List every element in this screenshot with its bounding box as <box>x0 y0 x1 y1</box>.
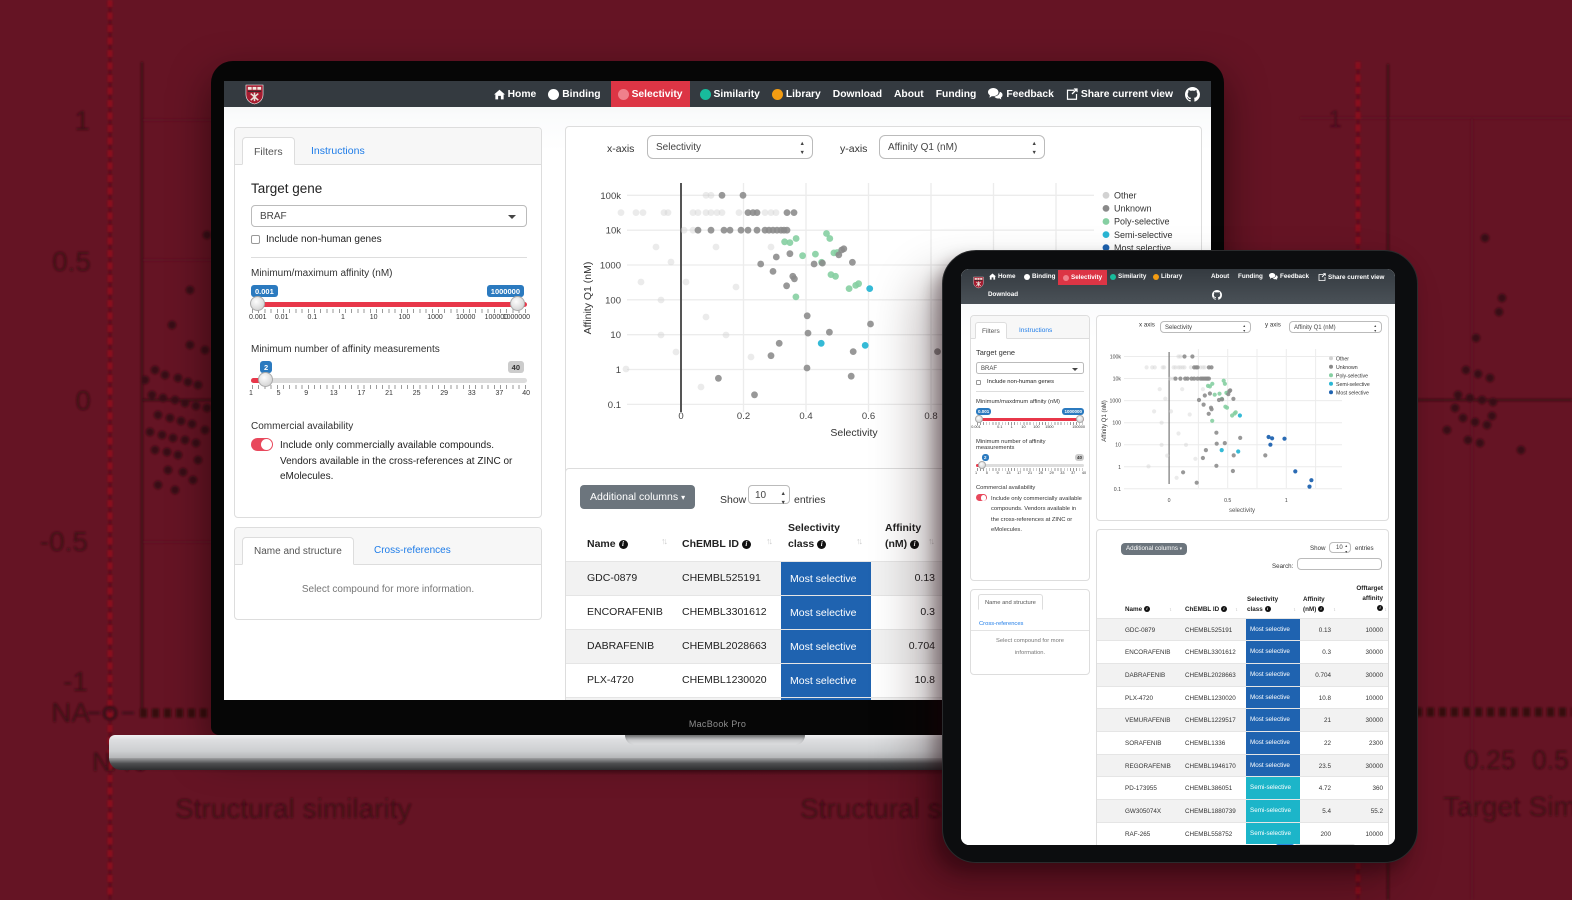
svg-text:0: 0 <box>678 411 683 422</box>
svg-text:1: 1 <box>616 365 621 376</box>
svg-text:0: 0 <box>1168 498 1171 504</box>
svg-text:0.5: 0.5 <box>52 246 91 277</box>
svg-text:Most selective: Most selective <box>1114 243 1171 253</box>
svg-text:10: 10 <box>610 330 621 341</box>
svg-text:Semi-selective: Semi-selective <box>1114 230 1173 240</box>
svg-text:100k: 100k <box>1110 355 1122 361</box>
svg-text:0.1: 0.1 <box>1114 487 1121 493</box>
svg-text:-0.5: -0.5 <box>40 526 88 557</box>
svg-text:1: 1 <box>74 105 90 136</box>
svg-text:0: 0 <box>75 385 91 416</box>
svg-text:Unknown: Unknown <box>1336 365 1358 371</box>
svg-text:Semi-selective: Semi-selective <box>1336 382 1370 388</box>
svg-text:0.8: 0.8 <box>924 411 937 422</box>
svg-text:Target Simil: Target Simil <box>1443 791 1572 822</box>
svg-text:0.5: 0.5 <box>1532 745 1569 775</box>
svg-text:100: 100 <box>605 295 621 306</box>
svg-text:0.25: 0.25 <box>1464 745 1516 775</box>
svg-text:1: 1 <box>1328 106 1342 133</box>
svg-text:1000: 1000 <box>600 261 621 272</box>
svg-text:Most selective: Most selective <box>1336 390 1369 396</box>
svg-text:selectivity: selectivity <box>1229 508 1255 514</box>
svg-text:Other: Other <box>1336 356 1349 362</box>
svg-text:10k: 10k <box>1113 377 1122 383</box>
svg-text:Poly-selective: Poly-selective <box>1114 217 1170 227</box>
svg-text:0.6: 0.6 <box>862 411 875 422</box>
svg-text:1: 1 <box>1118 465 1121 471</box>
svg-text:100k: 100k <box>600 191 621 202</box>
svg-text:0.1: 0.1 <box>608 400 621 411</box>
svg-text:100: 100 <box>1112 421 1121 427</box>
svg-text:Unknown: Unknown <box>1114 204 1152 214</box>
svg-text:0.5: 0.5 <box>1224 498 1231 504</box>
svg-text:Affinity Q1 (nM): Affinity Q1 (nM) <box>582 262 594 335</box>
svg-text:Structural similarity: Structural similarity <box>175 793 411 824</box>
svg-text:NA: NA <box>51 697 90 728</box>
svg-text:Poly-selective: Poly-selective <box>1336 373 1368 379</box>
svg-text:1: 1 <box>1285 498 1288 504</box>
svg-text:10k: 10k <box>606 226 622 237</box>
svg-text:-1: -1 <box>63 666 88 697</box>
svg-text:0.2: 0.2 <box>737 411 750 422</box>
svg-text:Other: Other <box>1114 191 1137 201</box>
svg-text:1000: 1000 <box>1109 399 1121 405</box>
svg-text:0.4: 0.4 <box>799 411 812 422</box>
svg-text:Selectivity: Selectivity <box>830 427 878 439</box>
svg-text:Affinity Q1 (nM): Affinity Q1 (nM) <box>1102 400 1108 442</box>
svg-text:10: 10 <box>1115 443 1121 449</box>
